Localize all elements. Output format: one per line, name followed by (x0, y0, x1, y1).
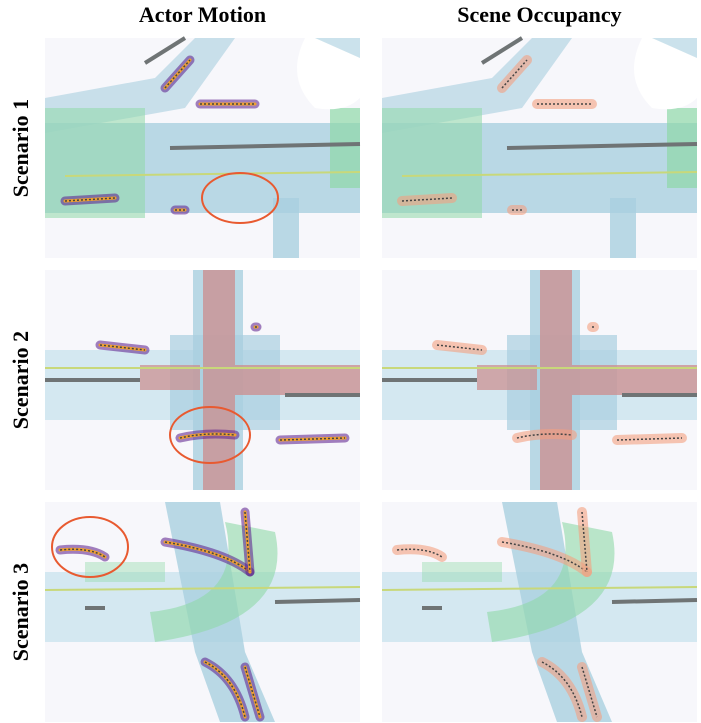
map-panel (382, 270, 697, 490)
map-panel (382, 38, 697, 258)
road (273, 198, 299, 258)
crosswalk (85, 562, 165, 582)
crosswalk (667, 108, 697, 188)
figure: Actor Motion Scene Occupancy Scenario 1 … (0, 0, 701, 723)
map-panel (382, 502, 697, 722)
map-panel (45, 38, 360, 258)
occupancy (437, 345, 482, 350)
lane-line (612, 600, 697, 602)
panels (0, 0, 701, 723)
lane-line (275, 600, 360, 602)
crosswalk (422, 562, 502, 582)
road (610, 198, 636, 258)
map-panel (45, 502, 360, 722)
map-panel (45, 270, 360, 490)
crosswalk (330, 108, 360, 188)
